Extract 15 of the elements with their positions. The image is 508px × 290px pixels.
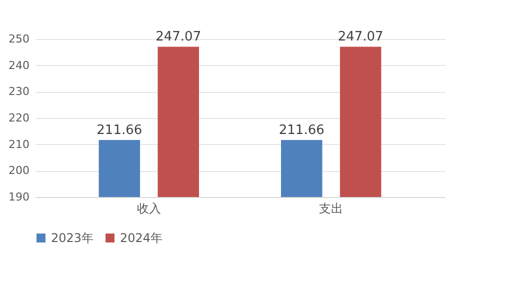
legend-label: 2023年	[51, 231, 94, 245]
x-tick-label: 收入	[136, 202, 161, 216]
y-tick-label: 210	[8, 138, 30, 151]
x-tick-label: 支出	[319, 202, 344, 216]
data-label: 211.66	[96, 122, 142, 138]
data-label: 247.07	[338, 30, 384, 45]
data-label: 247.07	[156, 30, 202, 45]
y-tick-label: 230	[8, 85, 30, 98]
legend-label: 2024年	[120, 231, 163, 245]
data-label: 211.66	[278, 122, 324, 138]
y-tick-label: 220	[8, 112, 30, 124]
y-tick-label: 190	[8, 190, 30, 204]
y-tick-label: 200	[8, 164, 30, 178]
y-tick-label: 250	[8, 32, 30, 46]
y-tick-label: 240	[8, 58, 30, 72]
